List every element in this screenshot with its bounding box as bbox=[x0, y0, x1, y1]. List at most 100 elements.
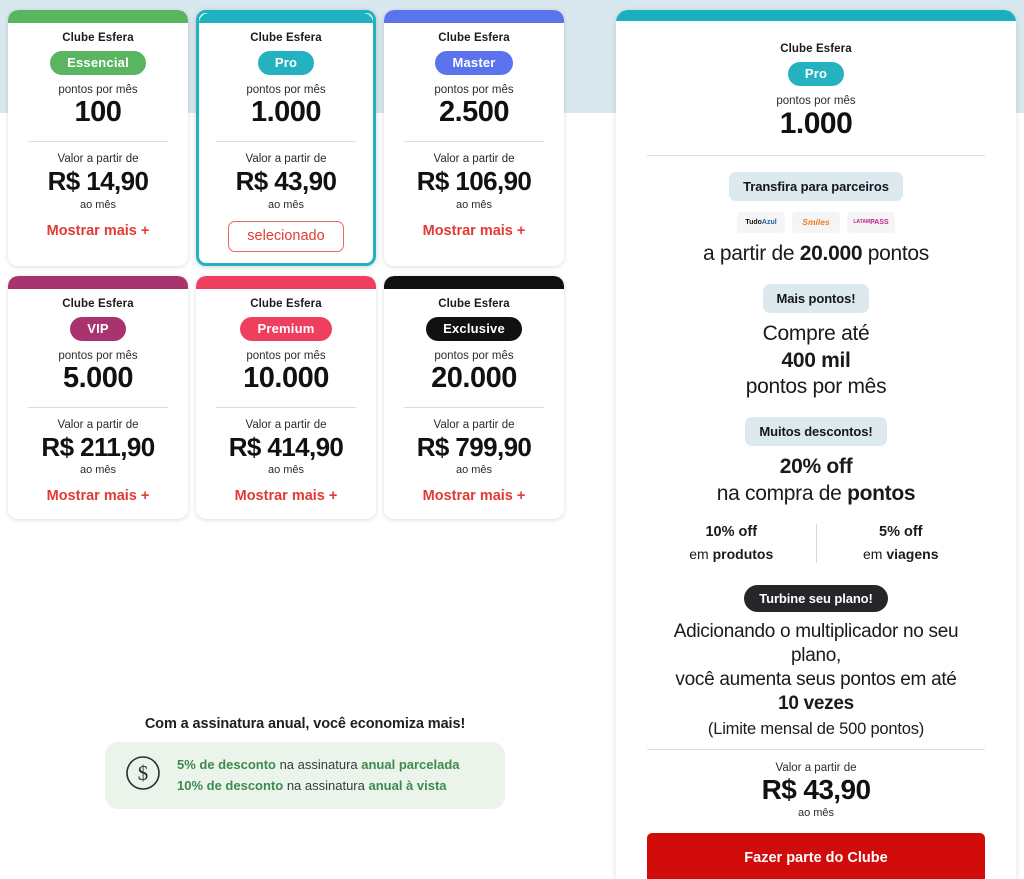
transfer-from-amount: 20.000 bbox=[799, 241, 863, 265]
annual-mid-1: na assinatura bbox=[275, 757, 362, 773]
annual-text: 5% de desconto na assinatura anual parce… bbox=[177, 755, 460, 795]
annual-plan-2: anual à vista bbox=[368, 777, 447, 793]
value-from-label: Valor a partir de bbox=[245, 419, 327, 432]
more-points-pill: Mais pontos! bbox=[762, 284, 870, 314]
discount-products-label: produtos bbox=[712, 546, 774, 563]
plan-card-pro[interactable]: Clube Esfera Pro pontos por mês 1.000 Va… bbox=[196, 10, 376, 266]
points-label: pontos por mês bbox=[434, 349, 514, 362]
plan-card-premium[interactable]: Clube Esfera Premium pontos por mês 10.0… bbox=[196, 275, 376, 520]
value-from-label: Valor a partir de bbox=[57, 153, 139, 166]
discounts-pill: Muitos descontos! bbox=[745, 417, 887, 447]
plan-card-essencial[interactable]: Clube Esfera Essencial pontos por mês 10… bbox=[8, 10, 188, 266]
plan-tier-badge: Essencial bbox=[50, 51, 146, 75]
plan-price: R$ 211,90 bbox=[41, 432, 155, 463]
points-label: pontos por mês bbox=[246, 84, 326, 96]
card-accent-bar bbox=[196, 275, 376, 289]
plan-price: R$ 43,90 bbox=[235, 166, 337, 197]
divider bbox=[216, 407, 356, 409]
transfer-from-post: pontos bbox=[862, 241, 930, 265]
plan-brand: Clube Esfera bbox=[438, 32, 510, 44]
panel-divider-1 bbox=[647, 154, 985, 156]
divider bbox=[28, 141, 168, 143]
plans-grid: Clube Esfera Essencial pontos por mês 10… bbox=[8, 10, 608, 529]
divider bbox=[404, 407, 544, 409]
join-club-button[interactable]: Fazer parte do Clube bbox=[647, 832, 985, 879]
selected-button[interactable]: selecionado bbox=[228, 220, 344, 252]
annual-savings-section: Com a assinatura anual, você economiza m… bbox=[105, 716, 505, 809]
split-divider bbox=[815, 524, 817, 564]
per-month-label: ao mês bbox=[267, 198, 305, 211]
plan-tier-badge: Exclusive bbox=[426, 316, 522, 341]
discount-products: 10% off em produtos bbox=[647, 522, 816, 565]
discount-products-value: 10% off bbox=[705, 524, 758, 541]
buy-amount: 400 mil bbox=[781, 348, 851, 372]
per-month-label: ao mês bbox=[267, 464, 305, 477]
show-more-link[interactable]: Mostrar mais + bbox=[422, 488, 526, 505]
divider bbox=[216, 141, 356, 143]
discount-sub: na compra de pontos bbox=[647, 481, 985, 507]
turbo-line-1: Adicionando o multiplicador no seu plano… bbox=[673, 621, 959, 666]
plans-row-2: Clube Esfera VIP pontos por mês 5.000 Va… bbox=[8, 275, 608, 520]
plan-price: R$ 14,90 bbox=[47, 166, 149, 197]
plan-points: 100 bbox=[74, 96, 122, 128]
divider bbox=[404, 141, 544, 143]
annual-line-2: 10% de desconto na assinatura anual à vi… bbox=[177, 776, 460, 796]
discount-travel-value: 5% off bbox=[879, 524, 923, 541]
discount-sub-pre: na compra de bbox=[716, 481, 848, 505]
show-more-link[interactable]: Mostrar mais + bbox=[422, 222, 526, 239]
panel-tier-badge: Pro bbox=[787, 62, 845, 86]
annual-mid-2: na assinatura bbox=[283, 777, 369, 793]
show-more-link[interactable]: Mostrar mais + bbox=[46, 222, 150, 239]
plan-card-master[interactable]: Clube Esfera Master pontos por mês 2.500… bbox=[384, 10, 564, 266]
per-month-label: ao mês bbox=[79, 464, 117, 477]
plan-tier-badge: Master bbox=[435, 51, 513, 75]
show-more-link[interactable]: Mostrar mais + bbox=[46, 488, 150, 505]
plan-price: R$ 799,90 bbox=[416, 432, 532, 463]
plans-row-1: Clube Esfera Essencial pontos por mês 10… bbox=[8, 10, 608, 266]
show-more-link[interactable]: Mostrar mais + bbox=[234, 488, 338, 505]
transfer-from-pre: a partir de bbox=[702, 241, 800, 265]
discount-split: 10% off em produtos 5% off em viagens bbox=[647, 522, 985, 565]
per-month-label: ao mês bbox=[455, 198, 493, 211]
transfer-partners-pill: Transfira para parceiros bbox=[729, 171, 903, 201]
value-from-label: Valor a partir de bbox=[433, 153, 515, 166]
turbo-line-2: você aumenta seus pontos em até bbox=[675, 668, 957, 690]
panel-divider-2 bbox=[647, 748, 985, 750]
latam-pass-logo: LATAM PASS bbox=[847, 211, 895, 233]
plan-card-vip[interactable]: Clube Esfera VIP pontos por mês 5.000 Va… bbox=[8, 275, 188, 520]
plan-brand: Clube Esfera bbox=[62, 297, 134, 310]
annual-plan-1: anual parcelada bbox=[361, 757, 460, 773]
panel-value-from-label: Valor a partir de bbox=[775, 761, 857, 774]
discount-travel-label: viagens bbox=[886, 546, 939, 563]
per-month-label: ao mês bbox=[79, 198, 117, 211]
card-accent-bar bbox=[199, 13, 373, 23]
annual-line-1: 5% de desconto na assinatura anual parce… bbox=[177, 755, 460, 775]
plan-points: 10.000 bbox=[243, 361, 329, 394]
points-label: pontos por mês bbox=[58, 349, 138, 362]
annual-discount-1: 5% de desconto bbox=[177, 757, 276, 773]
discount-travel: 5% off em viagens bbox=[817, 522, 986, 565]
panel-points: 1.000 bbox=[779, 107, 853, 140]
plan-price: R$ 414,90 bbox=[228, 432, 344, 463]
value-from-label: Valor a partir de bbox=[245, 153, 327, 166]
plan-brand: Clube Esfera bbox=[62, 32, 134, 44]
panel-points-label: pontos por mês bbox=[776, 95, 856, 107]
value-from-label: Valor a partir de bbox=[57, 419, 139, 432]
annual-discount-2: 10% de desconto bbox=[177, 777, 284, 793]
plan-brand: Clube Esfera bbox=[438, 297, 510, 310]
discount-main: 20% off bbox=[779, 455, 853, 479]
per-month-label: ao mês bbox=[455, 464, 493, 477]
plan-card-exclusive[interactable]: Clube Esfera Exclusive pontos por mês 20… bbox=[384, 275, 564, 520]
plan-tier-badge: Pro bbox=[257, 51, 315, 75]
card-accent-bar bbox=[384, 10, 564, 23]
partner-logos: Tudo Azul Smiles LATAM PASS bbox=[647, 211, 985, 233]
divider bbox=[28, 407, 168, 409]
panel-accent-bar bbox=[616, 10, 1016, 21]
points-label: pontos por mês bbox=[434, 84, 514, 96]
plan-detail-panel: Clube Esfera Pro pontos por mês 1.000 Tr… bbox=[616, 10, 1016, 879]
discount-products-pre: em bbox=[689, 546, 713, 563]
turbo-amount: 10 vezes bbox=[778, 692, 854, 714]
transfer-from-text: a partir de 20.000 pontos bbox=[647, 241, 985, 267]
plan-points: 5.000 bbox=[62, 361, 134, 394]
dollar-coin-icon: $ bbox=[123, 753, 163, 798]
